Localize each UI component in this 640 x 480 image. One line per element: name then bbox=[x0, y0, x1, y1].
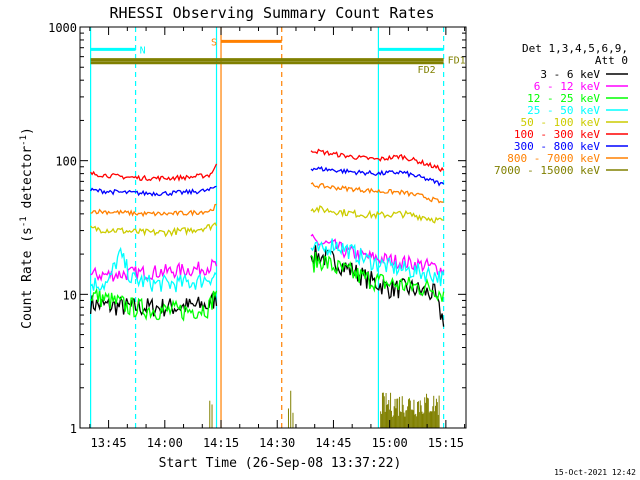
x-tick-label-1445: 14:45 bbox=[315, 436, 351, 450]
x-tick-label-1500: 15:00 bbox=[372, 436, 408, 450]
x-axis-title: Start Time (26-Sep-08 13:37:22) bbox=[159, 456, 402, 471]
series-25-50-kev-line-1 bbox=[90, 246, 217, 293]
legend-label-12-25-kev: 12 - 25 keV bbox=[527, 92, 600, 105]
legend-label-7000-15000-kev: 7000 - 15000 keV bbox=[494, 164, 600, 177]
legend-label-50-100-kev: 50 - 100 keV bbox=[521, 116, 601, 129]
legend-label-25-50-kev: 25 - 50 keV bbox=[527, 104, 600, 117]
y-tick-label-100: 100 bbox=[55, 155, 77, 169]
series-100-300-kev-line-2 bbox=[310, 148, 445, 173]
y-tick-label-1: 1 bbox=[70, 422, 77, 436]
x-tick-label-1345: 13:45 bbox=[91, 436, 127, 450]
series-50-100-kev-line-1 bbox=[90, 222, 218, 238]
series-12-25-kev-line-2 bbox=[310, 252, 445, 302]
series-25-50-kev-line-2 bbox=[310, 238, 445, 287]
series-800-7000-kev-line-1 bbox=[90, 203, 217, 218]
legend-header-line-1: Det 1,3,4,5,6,9, bbox=[522, 42, 628, 55]
flag-label-fd1: FD1 bbox=[448, 56, 466, 67]
series-300-800-kev-line-1 bbox=[90, 185, 217, 197]
plot-area: N S FD1 FD2 bbox=[89, 27, 466, 428]
chart-title: RHESSI Observing Summary Count Rates bbox=[109, 4, 434, 22]
x-tick-label-1515: 15:15 bbox=[428, 436, 464, 450]
legend-label-300-800-kev: 300 - 800 keV bbox=[514, 140, 600, 153]
flag-label-n: N bbox=[140, 45, 146, 56]
series-300-800-kev-line-2 bbox=[310, 166, 445, 187]
flag-label-fd2: FD2 bbox=[418, 65, 436, 76]
y-tick-label-1000: 1000 bbox=[48, 21, 77, 35]
plot-frame: 1 10 100 1000 13:45 14:00 14:15 14:30 14:45 15:00… bbox=[48, 21, 467, 450]
y-tick-label-10: 10 bbox=[63, 288, 77, 302]
series-6-12-kev-line-2 bbox=[310, 233, 445, 277]
flag-label-s: S bbox=[211, 37, 217, 48]
x-tick-label-1415: 14:15 bbox=[203, 436, 239, 450]
x-tick-label-1400: 14:00 bbox=[147, 436, 183, 450]
legend-label-100-300-kev: 100 - 300 keV bbox=[514, 128, 600, 141]
legend-label-800-7000-kev: 800 - 7000 keV bbox=[507, 152, 600, 165]
legend-label-3-6-kev: 3 - 6 keV bbox=[540, 68, 600, 81]
x-tick-label-1430: 14:30 bbox=[259, 436, 295, 450]
series-3-6-kev-line-1 bbox=[89, 292, 218, 317]
legend-header-line-2: Att 0 bbox=[595, 54, 628, 67]
legend-label-6-12-kev: 6 - 12 keV bbox=[534, 80, 601, 93]
y-axis-title: Count Rate (s-1 detector-1) bbox=[19, 127, 35, 329]
series-12-25-kev-line-1 bbox=[90, 287, 218, 322]
footer-date: 15-Oct-2021 12:42 bbox=[554, 468, 636, 477]
series-800-7000-kev-line-2 bbox=[310, 182, 444, 204]
series-100-300-kev-line-1 bbox=[90, 163, 218, 183]
axis-frame bbox=[79, 26, 467, 429]
series-50-100-kev-line-2 bbox=[310, 205, 444, 224]
series-3-6-kev-line-2 bbox=[310, 245, 445, 327]
